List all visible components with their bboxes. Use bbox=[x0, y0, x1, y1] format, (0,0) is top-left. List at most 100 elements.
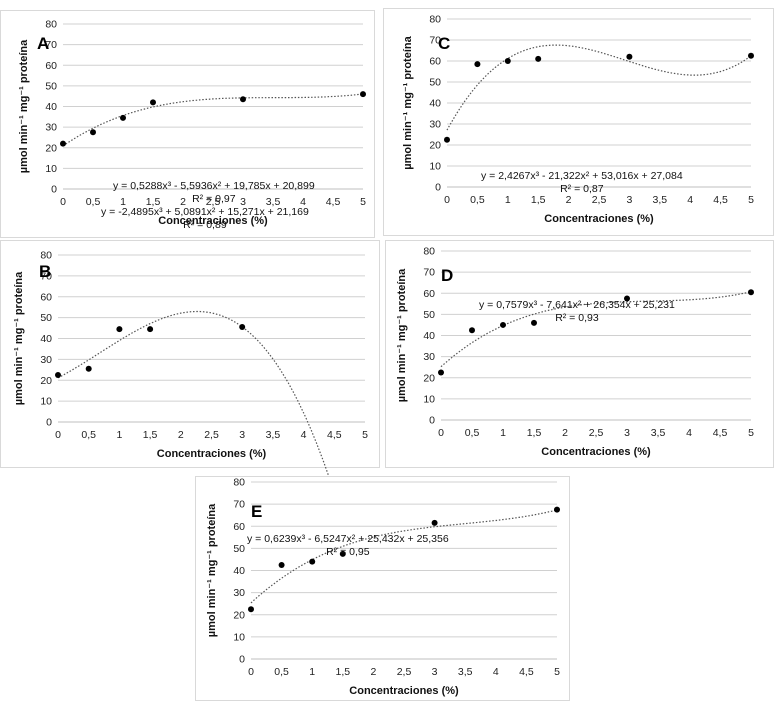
panel-d: 0 10 20 30 40 50 60 70 80 0 0,5 1 1,5 2 2,5 3 3,5 4 4,5 5 Co… bbox=[385, 240, 774, 468]
y-tick-label: 80 bbox=[40, 250, 52, 262]
y-tick-label: 0 bbox=[435, 182, 441, 194]
y-tick-label: 40 bbox=[45, 101, 57, 113]
x-tick-label: 0,5 bbox=[470, 194, 485, 206]
y-tick-label: 40 bbox=[233, 565, 245, 577]
x-tick-label: 2 bbox=[180, 196, 186, 208]
trendline bbox=[440, 291, 752, 368]
y-tick-label: 10 bbox=[423, 393, 435, 405]
data-point bbox=[339, 550, 346, 557]
x-tick-label: 4,5 bbox=[713, 194, 728, 206]
x-tick-label: 1,5 bbox=[335, 666, 350, 678]
equation: y = -2,4895x³ + 5,0891x² + 15,271x + 21,… bbox=[101, 206, 309, 218]
x-tick-label: 1,5 bbox=[143, 429, 158, 441]
x-tick-label: 3 bbox=[432, 666, 438, 678]
y-tick-label: 0 bbox=[239, 654, 245, 666]
x-tick-label: 4,5 bbox=[519, 666, 534, 678]
x-tick-label: 4,5 bbox=[326, 196, 341, 208]
x-tick-label: 0,5 bbox=[86, 196, 101, 208]
y-tick-label: 70 bbox=[233, 499, 245, 511]
x-axis-title: Concentraciones (%) bbox=[157, 448, 267, 460]
equation: y = 0,7579x³ - 7,641x² + 26,354x + 25,23… bbox=[479, 299, 675, 311]
x-axis-title: Concentraciones (%) bbox=[544, 213, 654, 225]
data-point bbox=[474, 61, 481, 68]
y-tick-label: 30 bbox=[45, 122, 57, 134]
equation: y = 2,4267x³ - 21,322x² + 53,016x + 27,0… bbox=[481, 170, 683, 182]
x-tick-label: 2,5 bbox=[397, 666, 412, 678]
y-tick-label: 80 bbox=[423, 246, 435, 258]
panel-letter: D bbox=[441, 266, 453, 285]
x-tick-label: 0 bbox=[248, 666, 254, 678]
x-tick-label: 2 bbox=[562, 427, 568, 439]
x-tick-label: 1,5 bbox=[531, 194, 546, 206]
data-point bbox=[85, 365, 92, 372]
x-tick-label: 4,5 bbox=[713, 427, 728, 439]
x-tick-label: 3 bbox=[624, 427, 630, 439]
chart-svg: 0 10 20 30 40 50 60 70 80 0 0,5 1 1,5 2 2,5 3 3,5 4 4,5 5 Co… bbox=[402, 14, 754, 226]
x-tick-label: 2,5 bbox=[589, 427, 604, 439]
y-tick-label: 70 bbox=[40, 270, 52, 282]
panel-a: 0 10 20 30 40 50 60 70 80 0 0,5 1 1,5 2 2,5 3 3,5 4 4,5 5 Co… bbox=[0, 10, 375, 238]
x-tick-label: 4 bbox=[687, 194, 693, 206]
data-point bbox=[240, 96, 246, 103]
y-tick-label: 40 bbox=[40, 333, 52, 345]
y-axis-title: µmol min⁻¹ mg⁻¹ proteína bbox=[18, 39, 30, 173]
panel-letter: E bbox=[251, 502, 262, 521]
trendline bbox=[250, 509, 558, 604]
data-point bbox=[438, 369, 444, 376]
x-tick-label: 3,5 bbox=[266, 196, 281, 208]
x-tick-label: 4 bbox=[493, 666, 499, 678]
y-tick-label: 0 bbox=[429, 415, 435, 427]
equation: y = 0,5288x³ - 5,5936x² + 19,785x + 20,8… bbox=[113, 180, 315, 192]
data-point bbox=[239, 324, 246, 331]
data-point bbox=[60, 140, 66, 147]
chart-svg: 0 10 20 30 40 50 60 70 80 0 0,5 1 1,5 2 2,5 3 3,5 4 4,5 5 Co… bbox=[13, 206, 368, 603]
y-tick-label: 80 bbox=[45, 19, 57, 31]
data-point bbox=[504, 58, 511, 64]
y-tick-label: 20 bbox=[429, 140, 441, 152]
data-point bbox=[150, 99, 156, 106]
data-point bbox=[360, 91, 366, 98]
x-tick-label: 1,5 bbox=[527, 427, 542, 439]
x-tick-label: 2,5 bbox=[592, 194, 607, 206]
data-point bbox=[531, 319, 537, 326]
x-tick-label: 3,5 bbox=[652, 194, 667, 206]
x-tick-label: 1 bbox=[120, 196, 126, 208]
y-tick-label: 40 bbox=[423, 330, 435, 342]
y-tick-label: 50 bbox=[45, 80, 57, 92]
data-point bbox=[626, 53, 633, 60]
y-tick-label: 70 bbox=[45, 39, 57, 51]
panel-letter: A bbox=[37, 34, 49, 53]
r-squared: R² = 0,93 bbox=[555, 312, 599, 324]
r-squared: R² = 0,97 bbox=[192, 193, 236, 205]
x-tick-label: 3 bbox=[239, 429, 245, 441]
x-tick-label: 3 bbox=[626, 194, 632, 206]
y-tick-label: 20 bbox=[233, 609, 245, 621]
x-tick-label: 2 bbox=[178, 429, 184, 441]
y-axis-title: µmol min⁻¹ mg⁻¹ proteína bbox=[206, 503, 218, 637]
r-squared: R² = 0,95 bbox=[326, 546, 370, 558]
y-tick-label: 20 bbox=[45, 142, 57, 154]
panel-b: 0 10 20 30 40 50 60 70 80 0 0,5 1 1,5 2 2,5 3 3,5 4 4,5 5 Co… bbox=[0, 206, 380, 603]
data-point bbox=[309, 558, 316, 565]
y-tick-label: 30 bbox=[233, 587, 245, 599]
x-tick-label: 0 bbox=[444, 194, 450, 206]
data-point bbox=[147, 326, 154, 333]
y-tick-label: 50 bbox=[40, 312, 52, 324]
x-tick-label: 5 bbox=[748, 427, 754, 439]
x-tick-label: 1 bbox=[309, 666, 315, 678]
y-tick-label: 50 bbox=[423, 309, 435, 321]
x-tick-label: 2,5 bbox=[204, 429, 219, 441]
data-point bbox=[55, 372, 61, 379]
data-point bbox=[748, 289, 754, 296]
x-tick-label: 4,5 bbox=[327, 429, 342, 441]
x-tick-label: 4 bbox=[686, 427, 692, 439]
y-tick-label: 30 bbox=[423, 351, 435, 363]
y-tick-label: 40 bbox=[429, 98, 441, 110]
x-tick-label: 2,5 bbox=[206, 196, 221, 208]
x-tick-label: 3,5 bbox=[458, 666, 473, 678]
data-point bbox=[624, 295, 630, 302]
x-tick-label: 5 bbox=[362, 429, 368, 441]
y-tick-label: 30 bbox=[40, 354, 52, 366]
trendline bbox=[62, 93, 364, 147]
y-tick-label: 70 bbox=[423, 267, 435, 279]
